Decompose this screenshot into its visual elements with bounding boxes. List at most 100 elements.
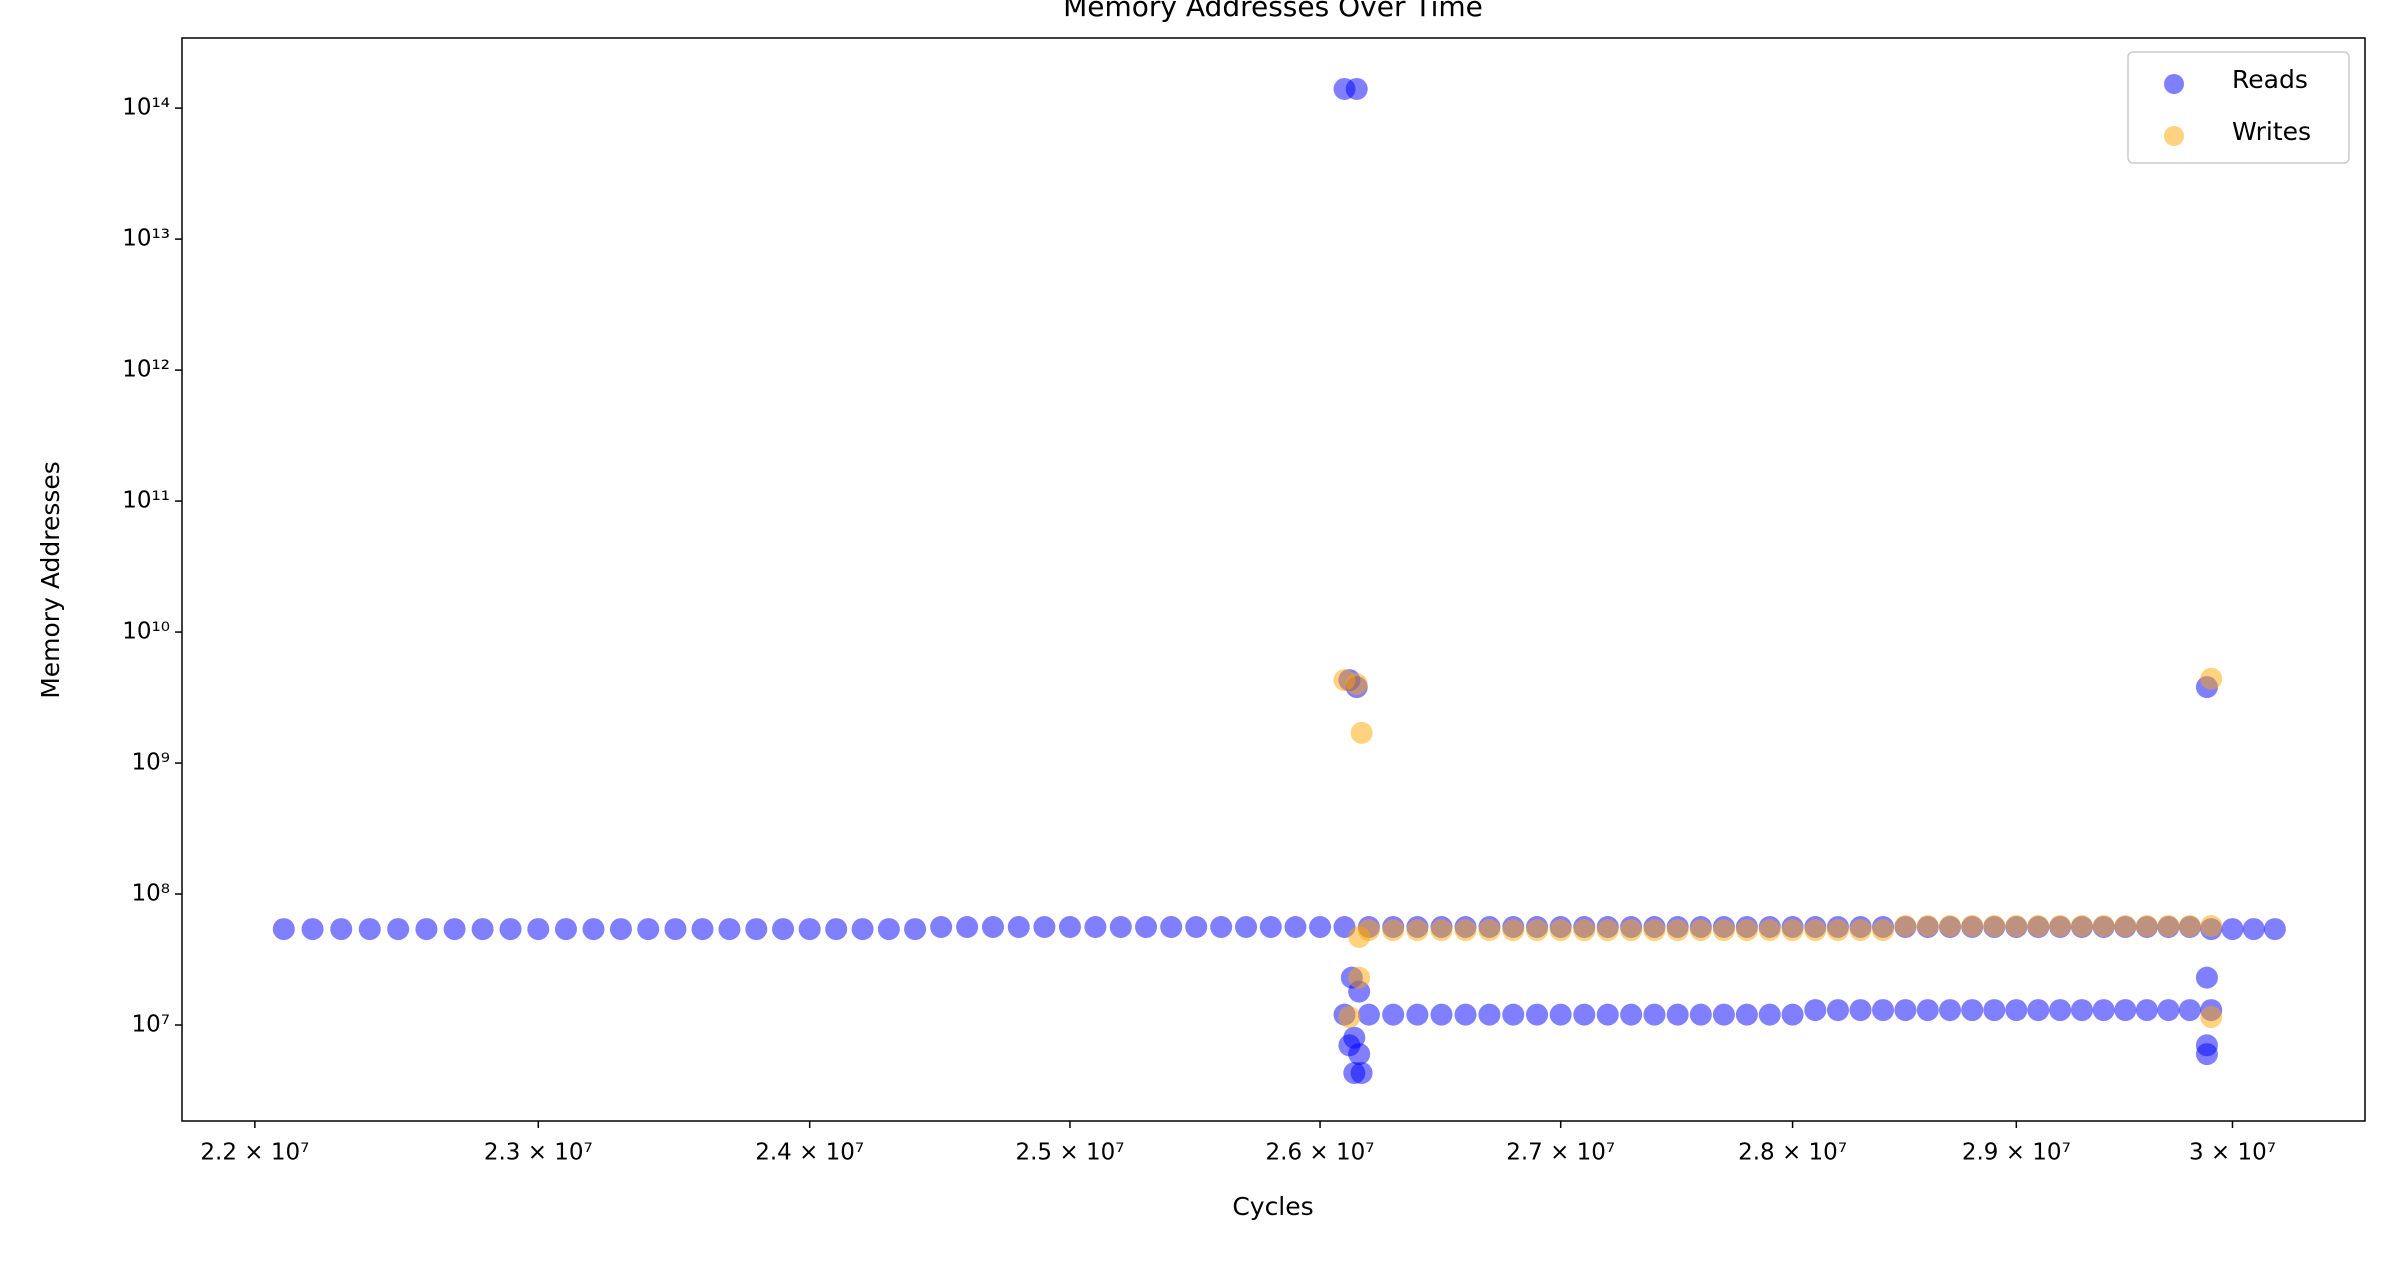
point xyxy=(387,918,410,941)
y-tick-label: 10¹¹ xyxy=(122,488,170,514)
point xyxy=(1804,999,1827,1022)
point xyxy=(1939,915,1962,938)
point xyxy=(2157,999,2180,1022)
point xyxy=(1345,77,1368,100)
point xyxy=(1382,1003,1405,1026)
legend-label: Reads xyxy=(2232,65,2308,94)
point xyxy=(1826,999,1849,1022)
point xyxy=(2200,1006,2223,1029)
point xyxy=(2135,999,2158,1022)
point xyxy=(637,918,660,941)
point xyxy=(272,918,295,941)
point xyxy=(2049,915,2072,938)
point xyxy=(1478,919,1501,942)
point xyxy=(443,918,466,941)
point xyxy=(1596,1003,1619,1026)
point xyxy=(1058,916,1081,939)
point xyxy=(2200,667,2223,690)
y-tick-label: 10⁷ xyxy=(132,1012,171,1038)
x-tick-label: 2.2 × 10⁷ xyxy=(200,1140,309,1166)
point xyxy=(1406,919,1429,942)
point xyxy=(1758,1003,1781,1026)
point xyxy=(1758,919,1781,942)
point xyxy=(1160,916,1183,939)
point xyxy=(2221,918,2244,941)
point xyxy=(2178,999,2201,1022)
point xyxy=(1549,919,1572,942)
point xyxy=(1348,925,1371,948)
point xyxy=(415,918,438,941)
point xyxy=(904,918,927,941)
point xyxy=(930,916,953,939)
y-tick-label: 10⁹ xyxy=(132,750,171,776)
point xyxy=(1478,1003,1501,1026)
point xyxy=(554,918,577,941)
chart-title: Memory Addresses Over Time xyxy=(1063,0,1483,23)
point xyxy=(2114,999,2137,1022)
point xyxy=(2092,915,2115,938)
point xyxy=(1357,1003,1380,1026)
point xyxy=(2005,915,2028,938)
point xyxy=(1343,1026,1366,1049)
point xyxy=(1781,1003,1804,1026)
point xyxy=(1961,915,1984,938)
point xyxy=(2157,915,2180,938)
point xyxy=(825,918,848,941)
y-tick-label: 10¹⁴ xyxy=(122,95,170,121)
point xyxy=(1454,919,1477,942)
point xyxy=(1348,966,1371,989)
point xyxy=(1735,919,1758,942)
point xyxy=(1666,1003,1689,1026)
point xyxy=(1350,1062,1373,1085)
point xyxy=(1781,919,1804,942)
point xyxy=(664,918,687,941)
point xyxy=(1007,916,1030,939)
point xyxy=(1916,915,1939,938)
point xyxy=(582,918,605,941)
legend-marker xyxy=(2164,126,2184,146)
point xyxy=(609,918,632,941)
point xyxy=(2178,915,2201,938)
point xyxy=(1689,1003,1712,1026)
point xyxy=(1689,919,1712,942)
plot-frame xyxy=(181,37,2366,1122)
point xyxy=(330,918,353,941)
y-tick-label: 10¹² xyxy=(122,357,170,383)
point xyxy=(1712,1003,1735,1026)
point xyxy=(851,918,874,941)
point xyxy=(1804,919,1827,942)
point xyxy=(1872,919,1895,942)
x-tick-label: 3 × 10⁷ xyxy=(2189,1140,2276,1166)
point xyxy=(1983,915,2006,938)
point xyxy=(1872,999,1895,1022)
point xyxy=(1309,916,1332,939)
point xyxy=(2070,999,2093,1022)
point xyxy=(1620,919,1643,942)
point xyxy=(1596,919,1619,942)
point xyxy=(1573,1003,1596,1026)
point xyxy=(2200,915,2223,938)
point xyxy=(1350,721,1373,744)
point xyxy=(2027,915,2050,938)
point xyxy=(1961,999,1984,1022)
point xyxy=(1259,916,1282,939)
y-tick-label: 10¹³ xyxy=(122,226,170,252)
point xyxy=(1109,916,1132,939)
point xyxy=(1084,916,1107,939)
x-tick-label: 2.3 × 10⁷ xyxy=(484,1140,593,1166)
point xyxy=(1502,1003,1525,1026)
point xyxy=(2263,918,2286,941)
point xyxy=(1210,916,1233,939)
point xyxy=(1573,919,1596,942)
point xyxy=(718,918,741,941)
point xyxy=(2242,918,2265,941)
point xyxy=(1826,919,1849,942)
point xyxy=(1894,999,1917,1022)
point xyxy=(1983,999,2006,1022)
point xyxy=(2135,915,2158,938)
point xyxy=(798,918,821,941)
point xyxy=(877,918,900,941)
point xyxy=(1620,1003,1643,1026)
point xyxy=(471,918,494,941)
point xyxy=(1939,999,1962,1022)
